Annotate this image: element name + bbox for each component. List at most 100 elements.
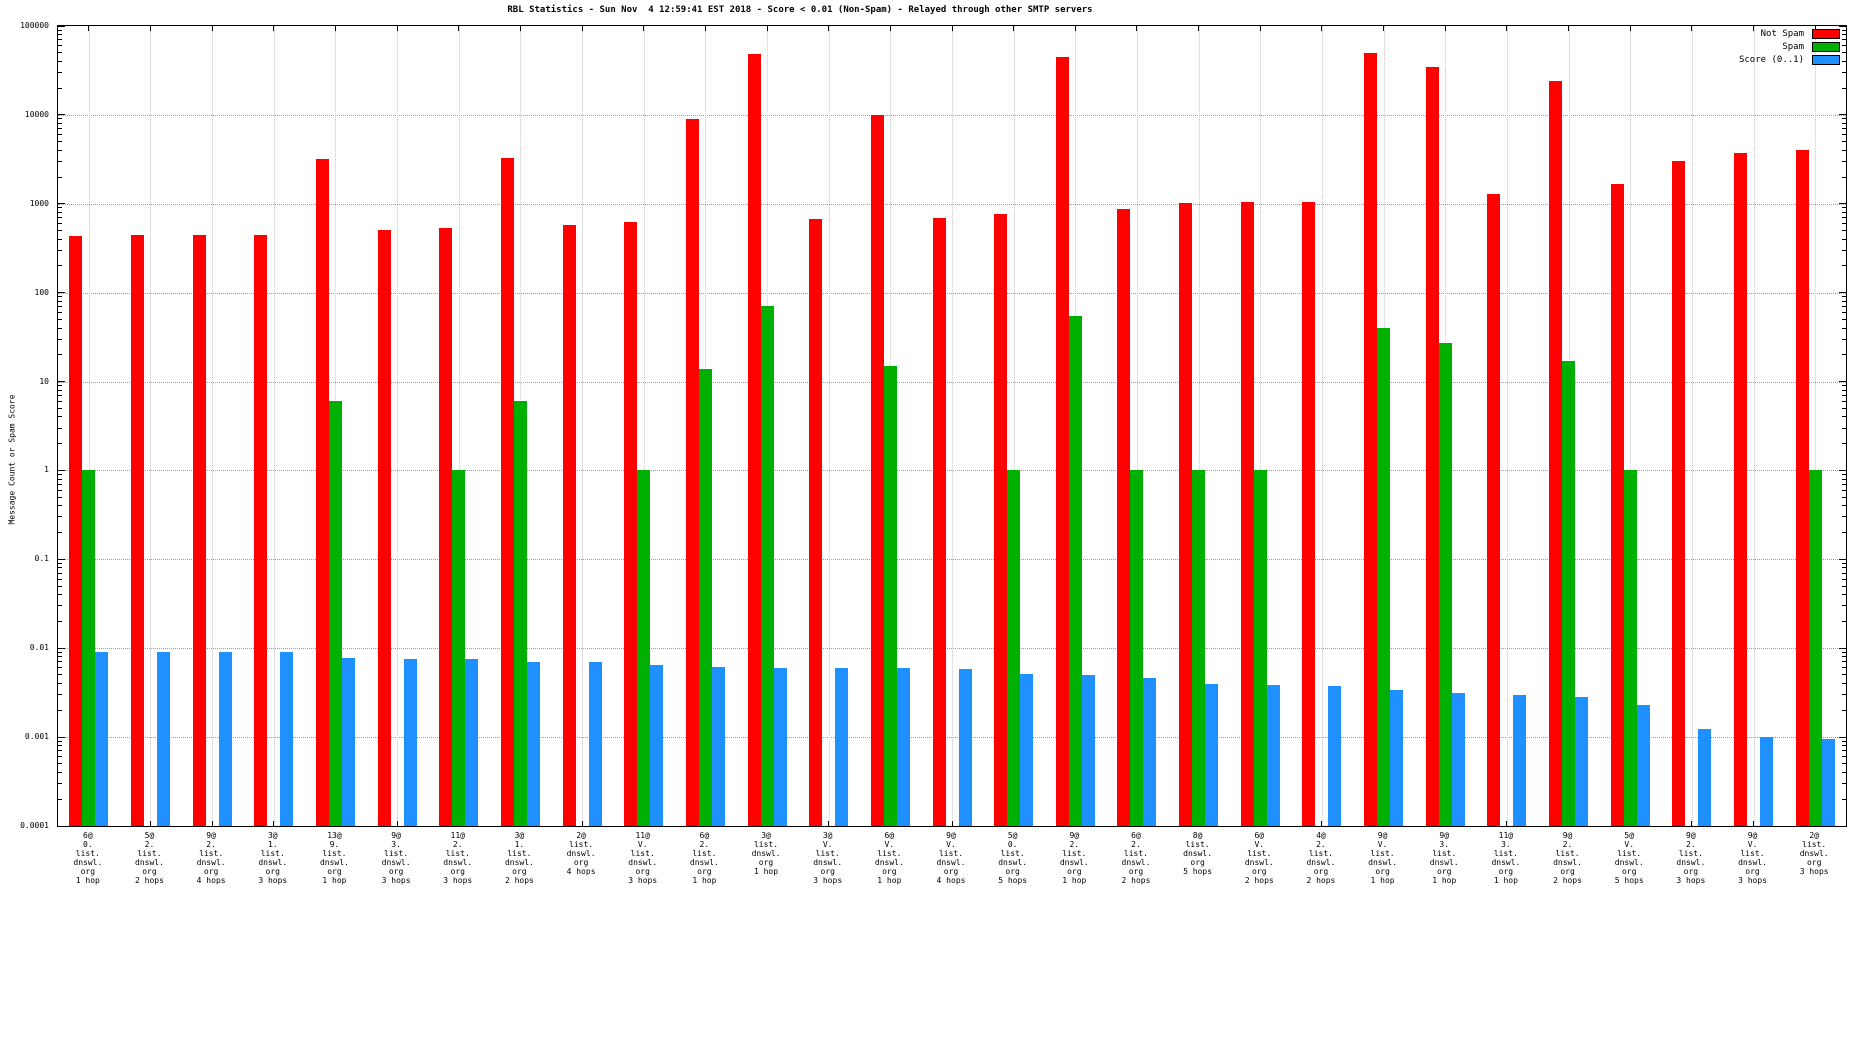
x-tick (396, 821, 398, 826)
x-gridline (1753, 26, 1755, 826)
bar-score-0-1 (1266, 684, 1280, 826)
y-minor-tick (58, 52, 62, 54)
y-minor-tick (1842, 567, 1846, 569)
y-minor-tick (1842, 60, 1846, 62)
y-minor-tick (58, 222, 62, 224)
y-minor-tick (1842, 354, 1846, 356)
bar-score-0-1 (711, 666, 725, 826)
y-minor-tick (1842, 572, 1846, 574)
y-minor-tick (1842, 394, 1846, 396)
y-tick-label: 0.001 (24, 732, 49, 742)
y-minor-tick (1842, 709, 1846, 711)
y-minor-tick (1842, 176, 1846, 178)
y-minor-tick (1842, 249, 1846, 251)
bar-not-spam (624, 222, 638, 826)
x-tick (458, 26, 460, 31)
x-axis-label: 9@ V. list. dnswl. org 4 hops (936, 831, 966, 885)
x-axis-label: 9@ 2. list. dnswl. org 4 hops (196, 831, 226, 885)
y-minor-tick (58, 118, 62, 120)
legend-entry: Spam (1560, 40, 1840, 53)
x-gridline (1260, 26, 1262, 826)
y-minor-tick (58, 783, 62, 785)
y-minor-tick (1842, 798, 1846, 800)
y-minor-tick (58, 478, 62, 480)
y-minor-tick (58, 709, 62, 711)
y-major-tick (58, 558, 65, 560)
bar-score-0-1 (1760, 737, 1774, 826)
bar-not-spam (1795, 150, 1809, 826)
x-axis-label: 2@ list. dnswl. org 4 hops (566, 831, 596, 876)
y-major-tick (1839, 25, 1846, 27)
x-tick (1136, 26, 1138, 31)
x-axis-labels: 6@ 0. list. dnswl. org 1 hop 5@ 2. list. … (57, 831, 1845, 911)
bar-not-spam (1302, 201, 1316, 826)
x-tick (951, 821, 953, 826)
y-minor-tick (1842, 651, 1846, 653)
y-minor-tick (58, 230, 62, 232)
x-axis-label: 9@ 2. list. dnswl. org 3 hops (1676, 831, 1706, 885)
y-minor-tick (58, 594, 62, 596)
legend-entry: Not Spam (1560, 27, 1840, 40)
bar-not-spam (1425, 66, 1439, 826)
bar-not-spam (562, 225, 576, 826)
x-axis-label: 6@ 0. list. dnswl. org 1 hop (73, 831, 103, 885)
bar-score-0-1 (1020, 674, 1034, 826)
bar-score-0-1 (1390, 689, 1404, 826)
y-minor-tick (1842, 620, 1846, 622)
x-axis-label: 11@ 2. list. dnswl. org 3 hops (443, 831, 473, 885)
bar-not-spam (1734, 153, 1748, 826)
y-minor-tick (58, 207, 62, 209)
y-minor-tick (1842, 443, 1846, 445)
y-major-tick (58, 292, 65, 294)
y-minor-tick (1842, 756, 1846, 758)
legend-label: Not Spam (1760, 28, 1804, 39)
y-minor-tick (1842, 141, 1846, 143)
y-major-tick (58, 469, 65, 471)
x-axis-label: 3@ V. list. dnswl. org 3 hops (813, 831, 843, 885)
x-tick (1753, 26, 1755, 31)
y-minor-tick (58, 238, 62, 240)
y-minor-tick (1842, 578, 1846, 580)
y-minor-tick (58, 763, 62, 765)
x-axis-label: 6@ 2. list. dnswl. org 2 hops (1121, 831, 1151, 885)
y-minor-tick (1842, 149, 1846, 151)
y-major-tick (58, 114, 65, 116)
x-gridline (1630, 26, 1632, 826)
bar-spam (637, 470, 651, 826)
y-major-tick (1839, 558, 1846, 560)
bar-spam (1192, 470, 1206, 826)
y-minor-tick (58, 694, 62, 696)
y-minor-tick (58, 385, 62, 387)
y-minor-tick (1842, 605, 1846, 607)
bar-score-0-1 (1513, 694, 1527, 826)
y-major-tick (1839, 736, 1846, 738)
x-tick (828, 26, 830, 31)
y-minor-tick (58, 71, 62, 73)
y-minor-tick (1842, 427, 1846, 429)
bar-not-spam (994, 214, 1008, 826)
x-tick (766, 26, 768, 31)
y-minor-tick (58, 516, 62, 518)
y-minor-tick (1842, 87, 1846, 89)
bar-not-spam (1240, 201, 1254, 826)
bar-score-0-1 (958, 669, 972, 826)
y-minor-tick (1842, 763, 1846, 765)
y-minor-tick (1842, 123, 1846, 124)
y-minor-tick (58, 265, 62, 267)
x-axis-label: 11@ V. list. dnswl. org 3 hops (628, 831, 658, 885)
x-tick (334, 26, 336, 31)
y-major-tick (1839, 647, 1846, 649)
x-tick (643, 26, 645, 31)
y-minor-tick (58, 651, 62, 653)
bar-score-0-1 (1081, 674, 1095, 826)
y-tick-label: 0.01 (29, 643, 49, 653)
bar-score-0-1 (1143, 678, 1157, 826)
y-minor-tick (58, 567, 62, 569)
bar-not-spam (1549, 81, 1563, 826)
y-tick-label: 0.0001 (20, 821, 49, 830)
y-minor-tick (58, 771, 62, 773)
y-minor-tick (1842, 667, 1846, 669)
bar-not-spam (192, 235, 206, 826)
y-tick-label: 10 (39, 376, 49, 386)
